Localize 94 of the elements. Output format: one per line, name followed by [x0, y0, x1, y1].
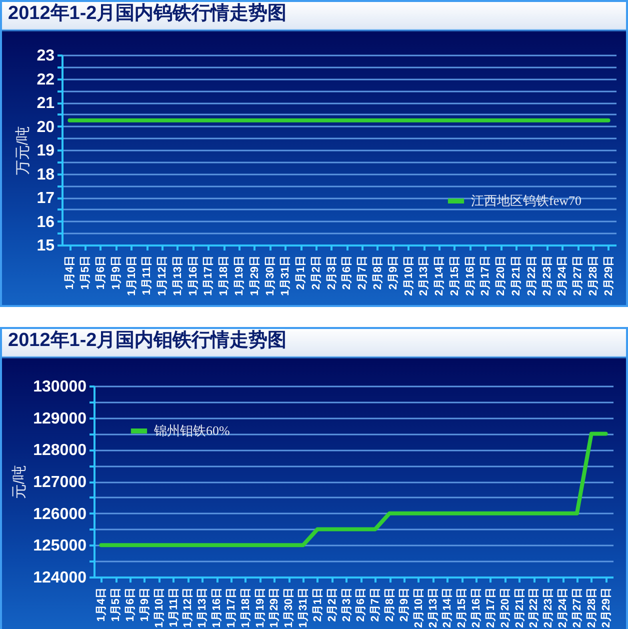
x-tick-label: 2月21日 [510, 256, 522, 296]
x-tick-label: 1月31日 [280, 256, 292, 296]
y-axis-title: 元/吨 [11, 464, 28, 500]
x-tick-label: 2月21日 [514, 588, 526, 628]
y-tick-label: 125000 [33, 538, 87, 555]
x-tick-label: 2月14日 [442, 588, 454, 628]
x-tick-label: 1月17日 [225, 588, 238, 628]
x-tick-label: 2月8日 [384, 588, 396, 622]
y-tick-label: 17 [36, 190, 55, 207]
x-tick-label: 2月17日 [480, 256, 492, 296]
x-tick-label: 1月13日 [196, 588, 209, 628]
x-tick-label: 1月10日 [126, 256, 138, 296]
x-tick-label: 2月22日 [526, 256, 538, 296]
x-tick-label: 1月4日 [64, 256, 76, 290]
y-tick-label: 127000 [33, 474, 87, 491]
y-tick-label: 21 [36, 95, 55, 112]
x-tick-label: 2月3日 [326, 256, 338, 290]
x-tick-label: 2月3日 [340, 588, 353, 622]
x-tick-label: 1月18日 [218, 256, 230, 296]
x-tick-label: 2月23日 [542, 588, 555, 628]
x-tick-label: 2月27日 [571, 588, 584, 628]
y-tick-label: 128000 [33, 442, 87, 460]
y-tick-label: 22 [36, 71, 55, 88]
x-tick-label: 1月16日 [187, 256, 200, 296]
x-tick-label: 2月15日 [448, 256, 461, 296]
x-tick-label: 2月1日 [312, 588, 324, 622]
x-tick-label: 2月23日 [541, 256, 554, 296]
x-tick-label: 2月24日 [556, 256, 569, 296]
x-tick-label: 1月5日 [110, 588, 122, 622]
x-tick-label: 2月27日 [572, 256, 584, 296]
y-tick-label: 129000 [33, 410, 87, 428]
x-tick-label: 1月11日 [141, 256, 154, 296]
x-tick-label: 1月29日 [268, 588, 281, 628]
x-tick-label: 1月17日 [202, 256, 215, 296]
x-tick-label: 1月9日 [138, 588, 151, 622]
x-tick-label: 2月15日 [456, 588, 468, 628]
x-tick-label: 1月16日 [211, 588, 224, 628]
y-tick-label: 19 [36, 142, 55, 160]
x-tick-label: 1月12日 [156, 256, 169, 296]
legend-label: 江西地区钨铁few70 [471, 193, 582, 208]
x-tick-label: 2月2日 [326, 588, 338, 622]
x-tick-label: 1月30日 [264, 256, 276, 296]
chart-title: 2012年1-2月国内钨铁行情走势图 [8, 2, 287, 24]
x-tick-label: 1月6日 [94, 256, 107, 290]
x-tick-label: 2月13日 [418, 256, 430, 296]
x-tick-label: 2月6日 [341, 256, 354, 290]
x-tick-label: 1月9日 [110, 256, 122, 290]
x-tick-label: 2月20日 [495, 256, 508, 296]
x-tick-label: 1月4日 [96, 588, 108, 622]
x-tick-label: 2月8日 [372, 256, 384, 290]
chart-title: 2012年1-2月国内钼铁行情走势图 [8, 329, 287, 351]
y-tick-label: 15 [36, 238, 55, 254]
x-tick-label: 2月7日 [356, 256, 369, 290]
x-tick-label: 2月28日 [586, 588, 598, 628]
x-tick-label: 1月6日 [124, 588, 137, 622]
x-tick-label: 2月9日 [387, 256, 400, 290]
x-tick-label: 2月29日 [600, 588, 612, 628]
y-tick-label: 130000 [33, 378, 87, 396]
x-tick-label: 1月5日 [80, 256, 92, 290]
x-tick-label: 1月11日 [168, 588, 180, 628]
y-tick-label: 18 [36, 166, 55, 184]
x-tick-label: 2月16日 [470, 588, 483, 628]
x-tick-label: 2月28日 [587, 256, 600, 296]
x-tick-label: 2月14日 [434, 256, 446, 296]
y-tick-label: 126000 [33, 506, 87, 523]
y-tick-label: 124000 [33, 570, 87, 586]
y-axis-title: 万元/吨 [14, 126, 32, 176]
x-tick-label: 2月10日 [402, 256, 415, 296]
x-tick-label: 1月10日 [153, 588, 166, 628]
x-tick-label: 2月6日 [355, 588, 368, 622]
x-tick-label: 2月13日 [427, 588, 440, 628]
x-tick-label: 1月19日 [233, 256, 246, 296]
x-tick-label: 2月1日 [295, 256, 308, 290]
x-tick-label: 2月22日 [528, 588, 540, 628]
x-tick-label: 2月16日 [464, 256, 476, 296]
x-tick-label: 1月13日 [172, 256, 184, 296]
x-tick-label: 2月17日 [484, 588, 497, 628]
x-tick-label: 1月30日 [283, 588, 296, 628]
y-tick-label: 20 [36, 118, 55, 136]
x-tick-label: 2月24日 [557, 588, 570, 628]
x-tick-label: 1月31日 [298, 588, 310, 628]
x-tick-label: 2月29日 [602, 256, 615, 296]
y-tick-label: 23 [36, 48, 55, 64]
x-tick-label: 1月18日 [240, 588, 252, 628]
x-tick-label: 2月9日 [398, 588, 410, 622]
x-tick-label: 2月2日 [310, 256, 322, 290]
legend-label: 锦州钼铁60% [153, 423, 230, 438]
x-tick-label: 2月10日 [412, 588, 425, 628]
x-tick-label: 2月20日 [499, 588, 512, 628]
x-tick-label: 2月7日 [370, 588, 382, 622]
x-tick-label: 1月12日 [182, 588, 194, 628]
y-tick-label: 16 [36, 214, 55, 231]
x-tick-label: 1月19日 [254, 588, 266, 628]
x-tick-label: 1月29日 [248, 256, 261, 296]
